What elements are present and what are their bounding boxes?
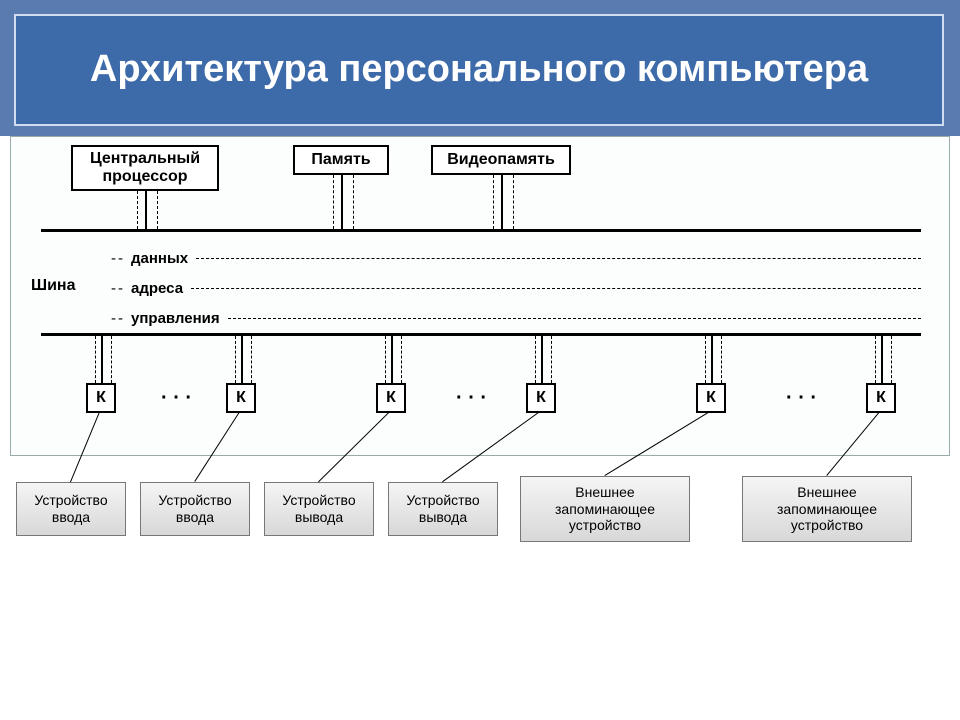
bus-row-label: данных (131, 250, 196, 267)
controller-box: К (866, 383, 896, 413)
device-box: Внешнее запоминающее устройство (520, 476, 690, 542)
component-box: Центральный процессор (71, 145, 219, 191)
device-box: Внешнее запоминающее устройство (742, 476, 912, 542)
bus-bottom-line (41, 333, 921, 336)
controller-box: К (526, 383, 556, 413)
controller-box: К (376, 383, 406, 413)
ellipsis: · · · (786, 387, 817, 410)
controller-box: К (696, 383, 726, 413)
device-box: Устройство ввода (16, 482, 126, 536)
component-connector (145, 191, 147, 229)
bus-row: --управления (41, 309, 921, 327)
controller-connector (101, 336, 103, 383)
bus-row: --данных (41, 249, 921, 267)
controller-connector (391, 336, 393, 383)
device-box: Устройство вывода (264, 482, 374, 536)
device-box: Устройство вывода (388, 482, 498, 536)
controller-box: К (226, 383, 256, 413)
controller-connector (711, 336, 713, 383)
slide-title: Архитектура персонального компьютера (14, 14, 944, 126)
bus-row: --адреса (41, 279, 921, 297)
bus-top-line (41, 229, 921, 232)
controller-connector (241, 336, 243, 383)
controller-box: К (86, 383, 116, 413)
component-box: Память (293, 145, 389, 175)
slide-root: Архитектура персонального компьютера Цен… (0, 0, 960, 720)
bus-row-label: управления (131, 310, 228, 327)
controller-connector (881, 336, 883, 383)
device-box: Устройство ввода (140, 482, 250, 536)
ellipsis: · · · (161, 387, 192, 410)
ellipsis: · · · (456, 387, 487, 410)
component-connector (501, 175, 503, 229)
controller-connector (541, 336, 543, 383)
component-box: Видеопамять (431, 145, 571, 175)
bus-row-label: адреса (131, 280, 191, 297)
component-connector (341, 175, 343, 229)
architecture-diagram: Центральный процессорПамятьВидеопамятьШи… (10, 136, 950, 456)
